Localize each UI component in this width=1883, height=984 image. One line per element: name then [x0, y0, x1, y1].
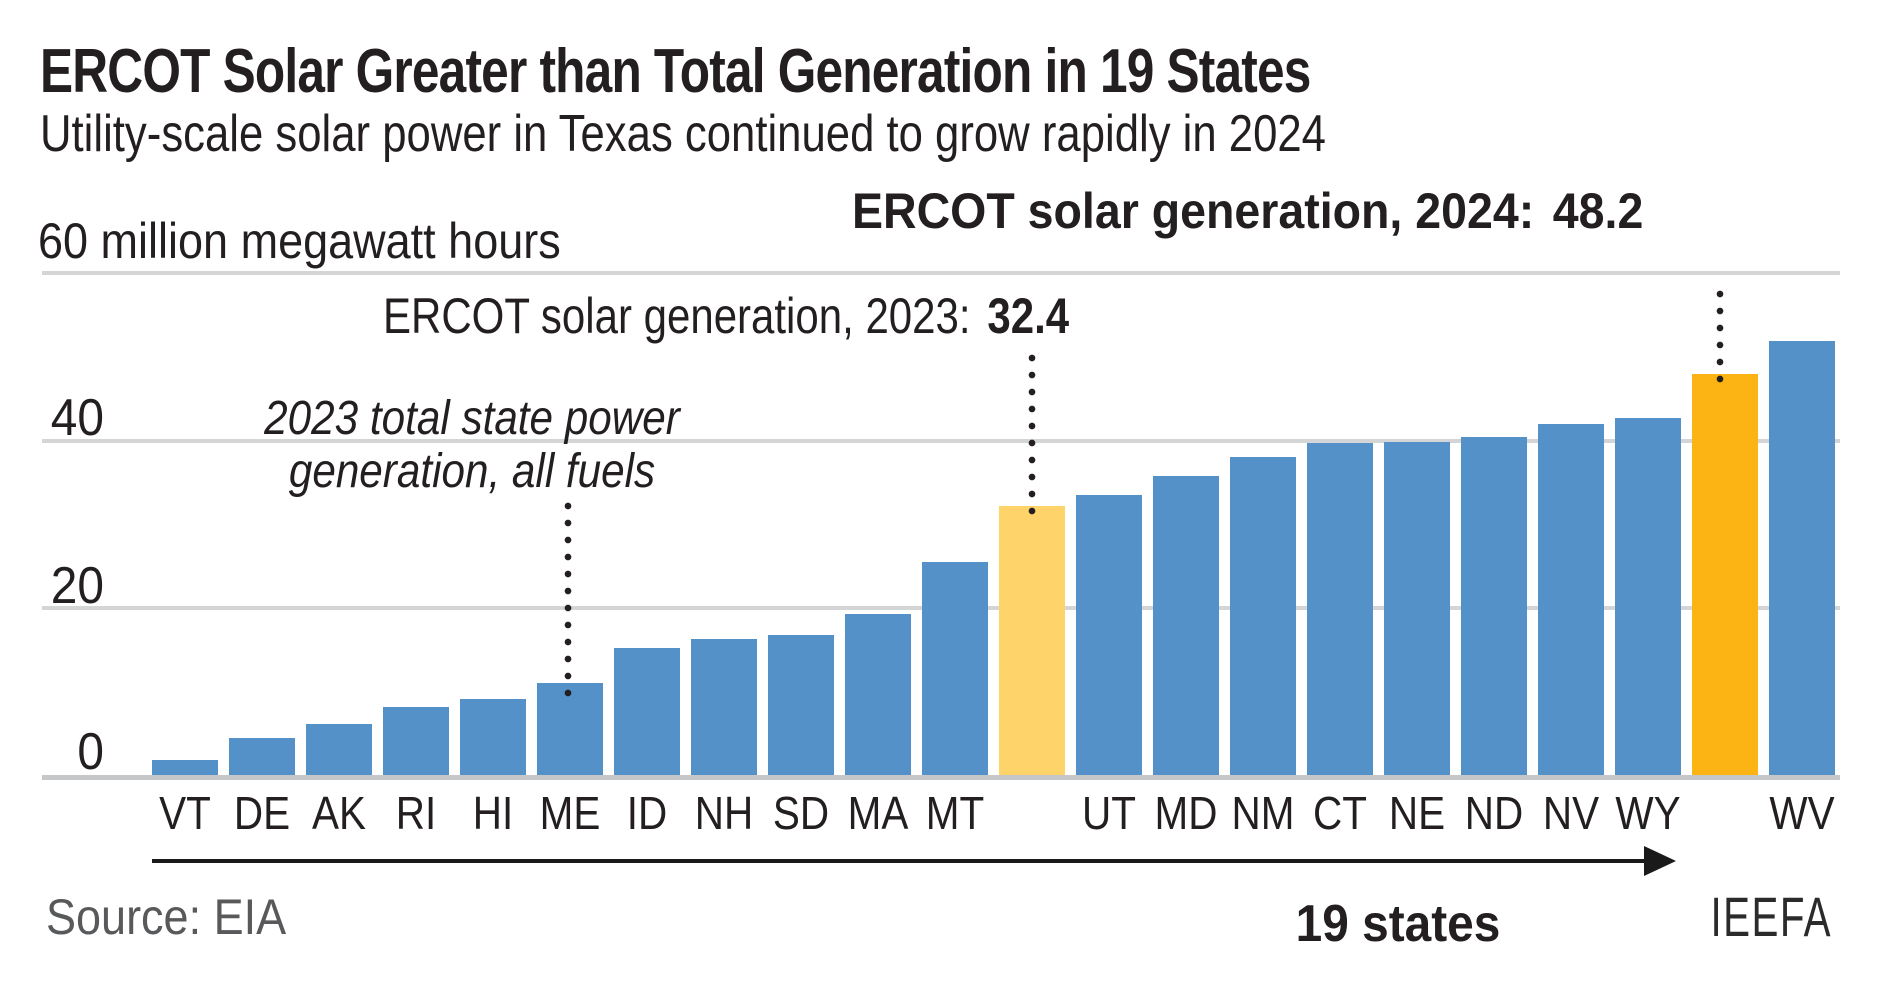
- annotation-ercot-2023: ERCOT solar generation, 2023: 32.4: [383, 287, 1069, 345]
- bar-de: [229, 738, 295, 777]
- bar-wv: [1769, 341, 1835, 777]
- gridline-60: [42, 271, 1840, 275]
- bar-md: [1153, 476, 1219, 777]
- bar-id: [614, 648, 680, 777]
- bar-nd: [1461, 437, 1527, 777]
- y-tick-0: 0: [77, 723, 104, 781]
- bar-me: [537, 683, 603, 777]
- y-axis-unit-label: 60 million megawatt hours: [38, 213, 561, 269]
- source-label: Source: EIA: [46, 889, 287, 945]
- bar-nm: [1230, 457, 1296, 777]
- states-arrow-line: [152, 859, 1648, 863]
- x-label-nd: ND: [1464, 787, 1524, 839]
- bar-nv: [1538, 424, 1604, 777]
- page-title: ERCOT Solar Greater than Total Generatio…: [40, 37, 1311, 106]
- y-tick-20: 20: [50, 557, 104, 615]
- x-label-id: ID: [626, 787, 668, 839]
- annotation-state-note: 2023 total state power generation, all f…: [243, 392, 701, 498]
- states-arrow-head-icon: [1644, 846, 1676, 876]
- bar-wy: [1615, 418, 1681, 777]
- bar-vt: [152, 760, 218, 777]
- dotted-line-ercot-2024: [1716, 286, 1724, 386]
- annotation-ercot-2024: ERCOT solar generation, 2024: 48.2: [852, 182, 1643, 240]
- annotation-ercot-2024-value: 48.2: [1552, 183, 1644, 239]
- bar-ma: [845, 614, 911, 777]
- bar-ak: [306, 724, 372, 777]
- x-label-nm: NM: [1231, 787, 1295, 839]
- x-label-vt: VT: [159, 787, 211, 839]
- x-label-mt: MT: [925, 787, 985, 839]
- bar-ercot-2023: [999, 506, 1065, 777]
- bar-nh: [691, 639, 757, 777]
- annotation-ercot-2023-value: 32.4: [987, 288, 1070, 344]
- x-label-ak: AK: [311, 787, 367, 839]
- x-label-ma: MA: [847, 787, 909, 839]
- bar-hi: [460, 699, 526, 777]
- x-label-hi: HI: [472, 787, 514, 839]
- x-label-ne: NE: [1388, 787, 1446, 839]
- x-label-nh: NH: [694, 787, 754, 839]
- x-label-nv: NV: [1542, 787, 1600, 839]
- x-label-de: DE: [233, 787, 291, 839]
- x-label-sd: SD: [772, 787, 830, 839]
- dotted-line-state-note: [564, 498, 572, 698]
- bar-ercot-2024: [1692, 374, 1758, 777]
- annotation-ercot-2023-label: ERCOT solar generation, 2023:: [383, 288, 971, 344]
- x-label-ct: CT: [1313, 787, 1367, 839]
- y-tick-40: 40: [50, 389, 104, 447]
- x-label-ri: RI: [395, 787, 437, 839]
- credit-label: IEEFA: [1710, 885, 1832, 948]
- states-count-label: 19 states: [1295, 895, 1501, 953]
- gridline-40: [42, 439, 1840, 443]
- bar-mt: [922, 562, 988, 777]
- annotation-ercot-2024-label: ERCOT solar generation, 2024:: [852, 183, 1535, 239]
- bar-ne: [1384, 442, 1450, 777]
- annotation-state-note-line2: generation, all fuels: [288, 445, 656, 498]
- dotted-line-ercot-2023: [1028, 350, 1036, 516]
- x-label-ut: UT: [1082, 787, 1136, 839]
- page-subtitle: Utility-scale solar power in Texas conti…: [40, 105, 1326, 163]
- x-label-wy: WY: [1615, 787, 1681, 839]
- bar-ri: [383, 707, 449, 777]
- x-label-md: MD: [1154, 787, 1218, 839]
- x-label-wv: WV: [1769, 787, 1835, 839]
- x-label-me: ME: [539, 787, 601, 839]
- annotation-state-note-line1: 2023 total state power: [264, 392, 680, 445]
- bar-sd: [768, 635, 834, 777]
- axis-baseline: [42, 775, 1840, 780]
- bar-ut: [1076, 495, 1142, 777]
- bar-ct: [1307, 443, 1373, 777]
